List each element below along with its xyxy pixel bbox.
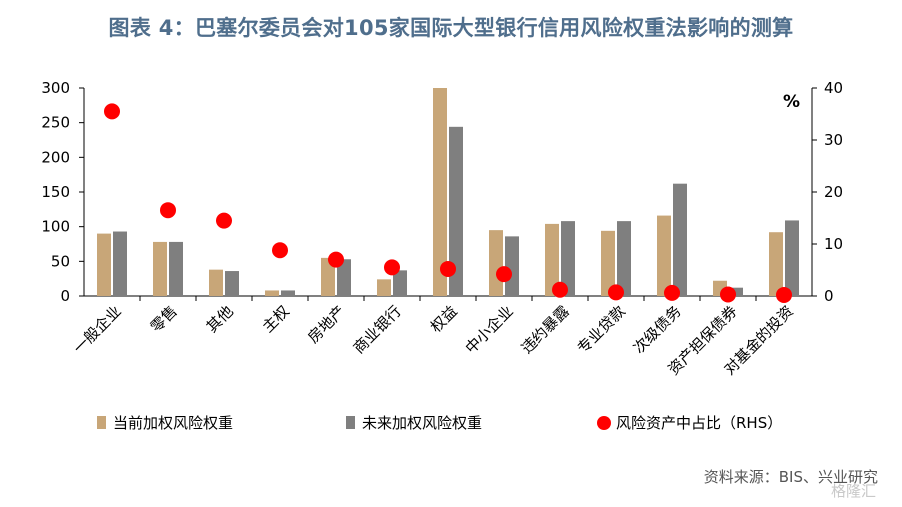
x-category-label: 中小企业	[462, 302, 517, 357]
y-right-tick-label: 40	[824, 79, 843, 97]
bar-current-2	[153, 241, 167, 296]
point-share-5	[328, 251, 344, 268]
x-category-label: 房地产	[304, 302, 349, 347]
y-left-tick-label: 300	[41, 79, 70, 97]
bar-current-8	[489, 230, 503, 296]
y-left-tick-label: 200	[41, 148, 70, 166]
bar-current-13	[769, 232, 783, 296]
point-share-13	[776, 286, 792, 303]
bar-future-2	[169, 241, 183, 296]
x-category-label: 权益	[427, 302, 461, 336]
x-category-label: 商业银行	[350, 302, 405, 357]
legend-swatch-future	[346, 416, 355, 429]
x-category-label: 违约暴露	[518, 302, 573, 357]
bar-future-7	[449, 126, 463, 297]
point-share-3	[216, 212, 232, 229]
point-share-9	[552, 281, 568, 298]
y-left-tick-label: 250	[41, 114, 70, 132]
legend-marker-share	[597, 416, 611, 430]
x-category-label: 主权	[259, 302, 293, 336]
bar-current-6	[377, 279, 391, 296]
bar-future-6	[393, 270, 407, 296]
x-category-label: 专业贷款	[574, 302, 629, 357]
point-share-7	[440, 260, 456, 277]
bar-current-5	[321, 257, 335, 296]
y-right-tick-label: 20	[824, 183, 843, 201]
point-share-2	[160, 202, 176, 219]
bar-future-13	[785, 220, 799, 296]
bar-current-9	[545, 223, 559, 296]
bar-future-5	[337, 259, 351, 296]
y-left-tick-label: 100	[41, 218, 70, 236]
y-right-tick-label: 0	[824, 287, 834, 305]
point-share-4	[272, 242, 288, 259]
legend-swatch-current	[97, 416, 106, 429]
bar-future-12	[729, 287, 743, 296]
bar-current-3	[209, 269, 223, 296]
y-left-tick-label: 0	[60, 287, 70, 305]
bar-current-4	[265, 290, 279, 296]
y-right-tick-label: 10	[824, 235, 843, 253]
x-category-label: 一般企业	[70, 302, 125, 357]
legend-label-current: 当前加权风险权重	[113, 414, 233, 432]
source-note: 资料来源：BIS、兴业研究	[703, 468, 878, 486]
x-category-label: 次级债务	[630, 302, 685, 357]
chart-title: 图表 4：巴塞尔委员会对105家国际大型银行信用风险权重法影响的测算	[108, 16, 794, 40]
bar-future-9	[561, 221, 575, 296]
legend-label-future: 未来加权风险权重	[362, 414, 482, 432]
x-category-label: 零售	[147, 302, 181, 336]
y-right-unit-label: %	[783, 92, 800, 112]
point-share-11	[664, 284, 680, 301]
bar-current-1	[97, 233, 111, 296]
bar-future-11	[673, 183, 687, 296]
bar-future-10	[617, 221, 631, 296]
point-share-6	[384, 259, 400, 276]
bar-current-11	[657, 215, 671, 296]
legend-label-share: 风险资产中占比（RHS）	[616, 414, 782, 432]
y-left-tick-label: 150	[41, 183, 70, 201]
y-right-tick-label: 30	[824, 131, 843, 149]
bar-future-4	[281, 290, 295, 296]
bar-future-1	[113, 231, 127, 296]
point-share-1	[104, 103, 120, 120]
point-share-10	[608, 284, 624, 301]
point-share-8	[496, 266, 512, 283]
watermark: 格隆汇	[830, 482, 876, 500]
point-share-12	[720, 286, 736, 303]
bar-current-10	[601, 230, 615, 296]
bar-current-7	[433, 88, 447, 296]
bar-future-8	[505, 236, 519, 296]
y-left-tick-label: 50	[51, 252, 70, 270]
x-category-label: 其他	[203, 302, 237, 336]
bar-future-3	[225, 271, 239, 296]
